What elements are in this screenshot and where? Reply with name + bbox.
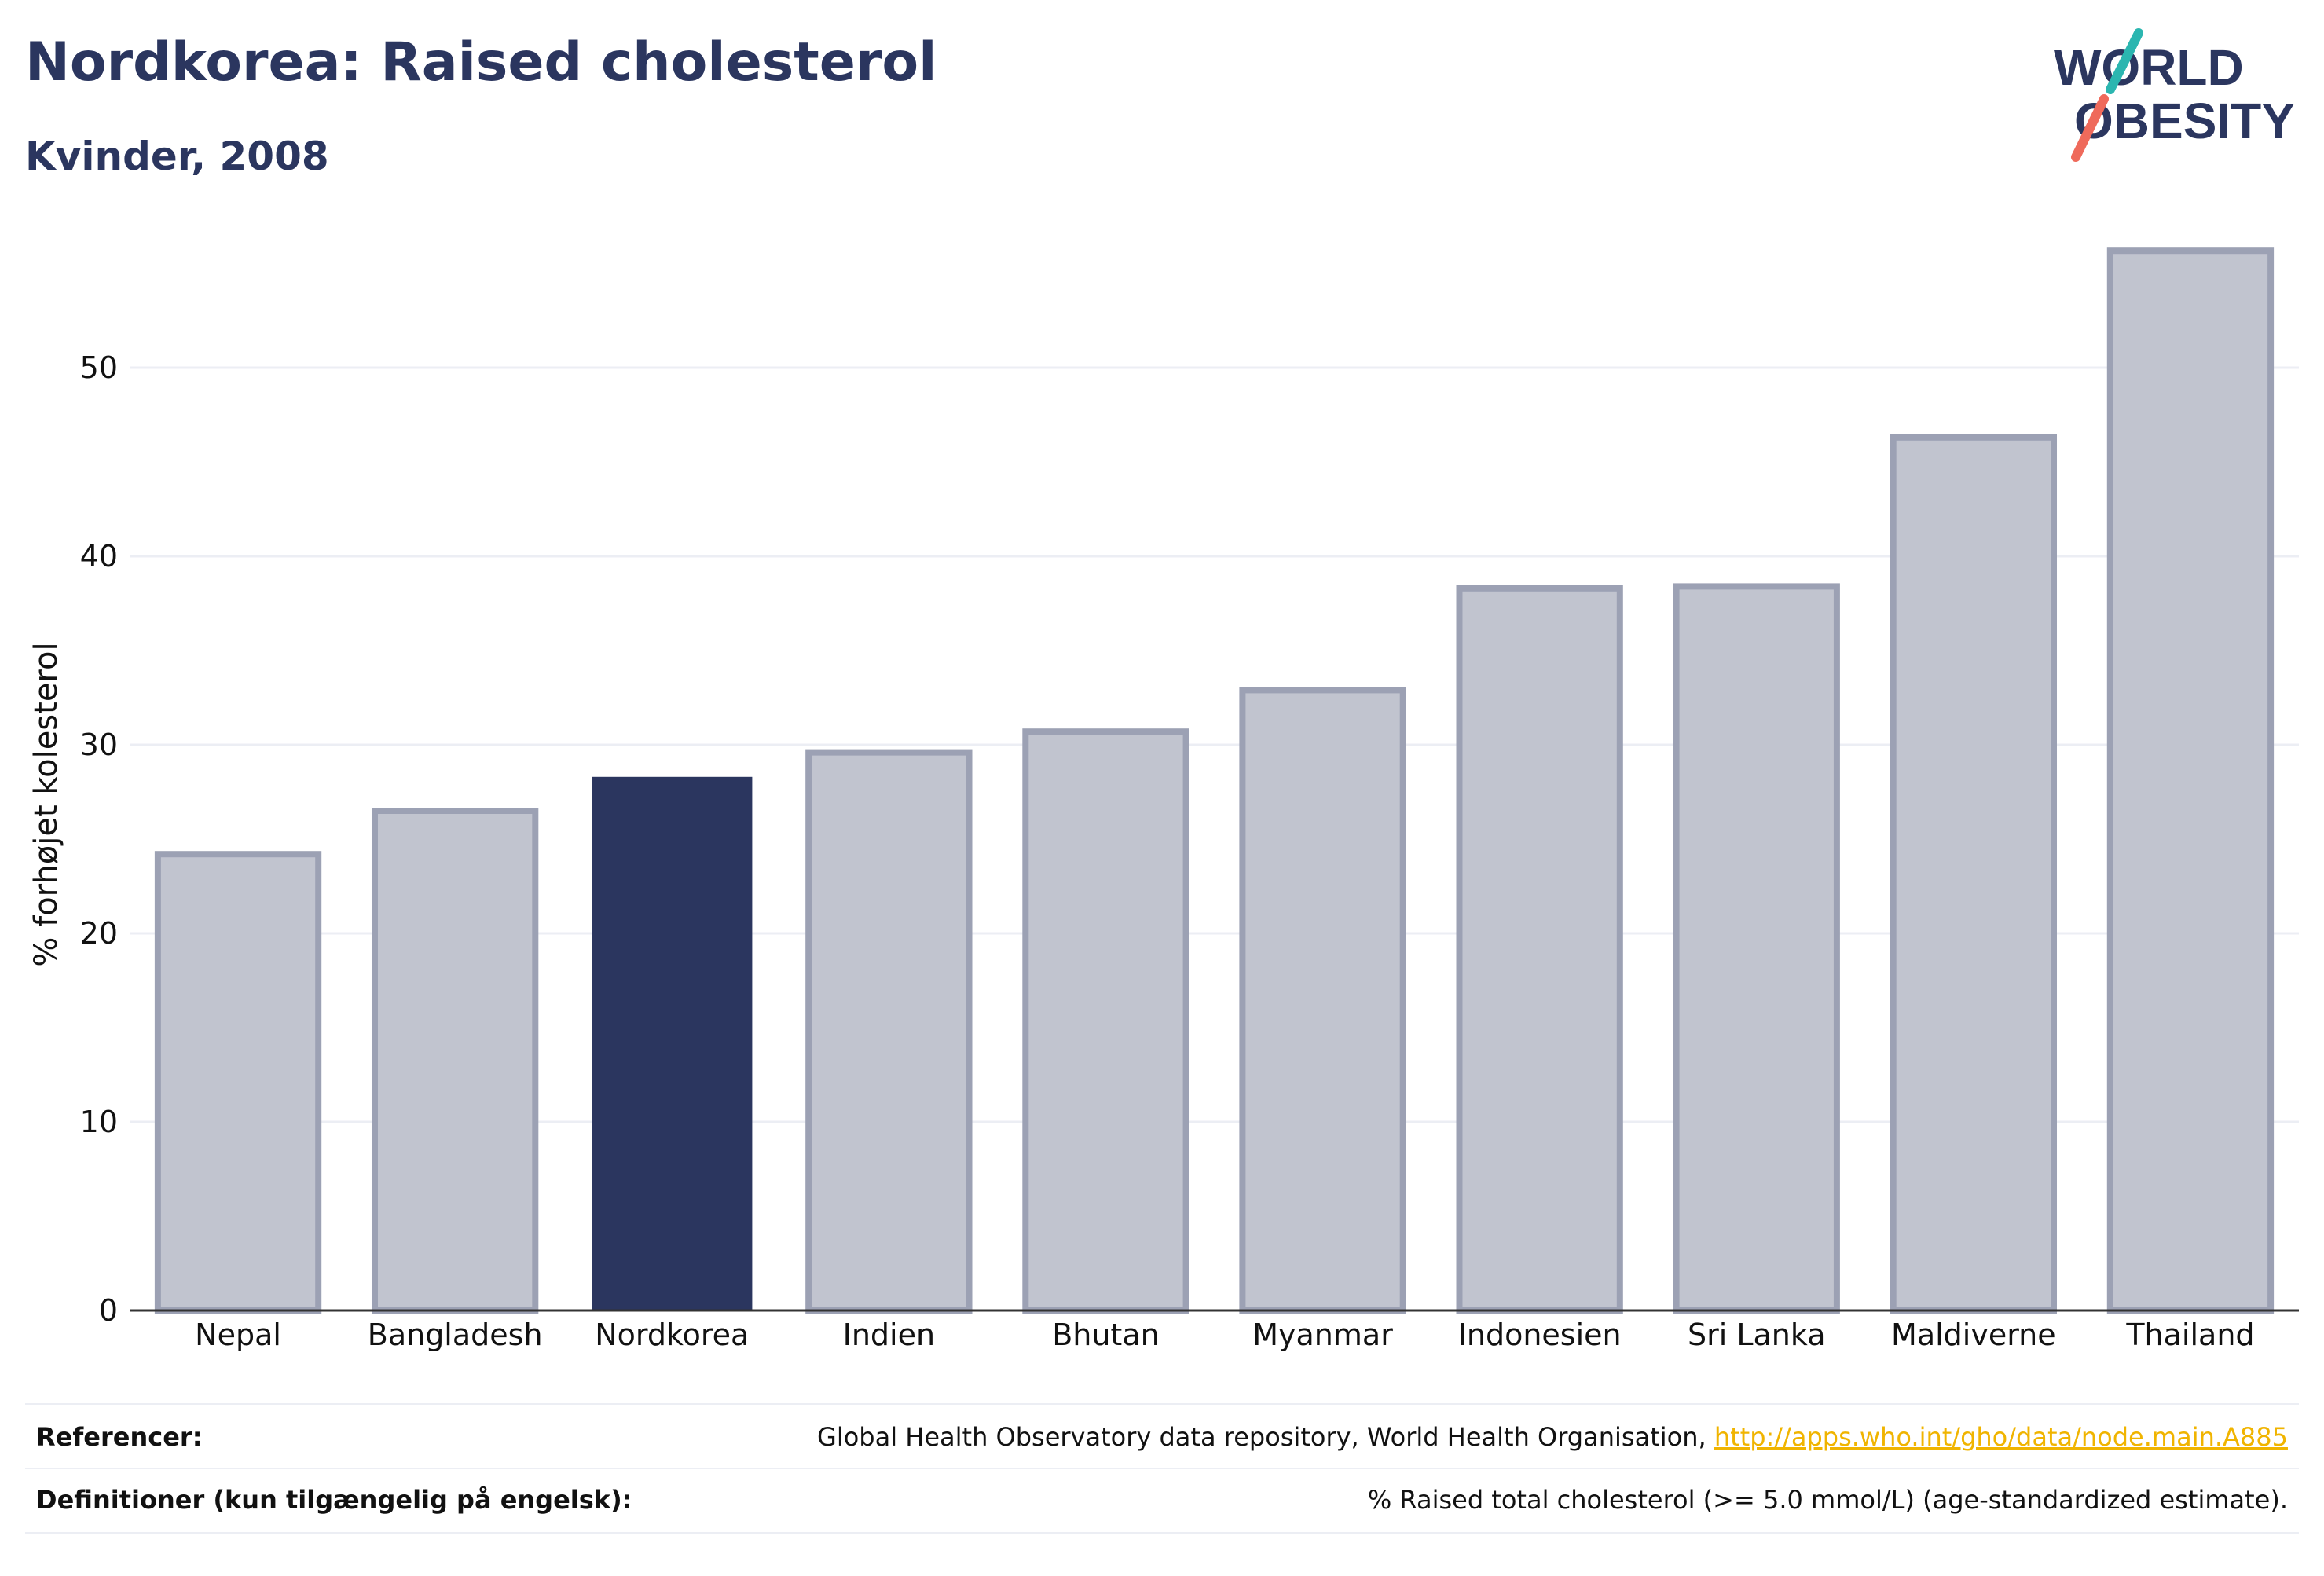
definitions-label: Definitioner (kun tilgængelig på engelsk… — [36, 1485, 632, 1515]
footer-divider-mid — [25, 1468, 2299, 1469]
logo-slash-teal — [2106, 28, 2143, 94]
bar-indien — [805, 749, 973, 1314]
bar-maldiverne — [1890, 434, 2058, 1314]
bar-bhutan — [1022, 728, 1189, 1314]
references-text: Global Health Observatory data repositor… — [817, 1422, 1714, 1452]
y-tick-label: 40 — [80, 539, 118, 574]
y-axis-title: % forhøjet kolesterol — [28, 642, 64, 966]
y-tick-label: 30 — [80, 728, 118, 762]
x-tick-label: Indien — [843, 1318, 935, 1352]
chart-title: Nordkorea: Raised cholesterol — [25, 31, 937, 93]
x-tick-label: Nepal — [195, 1318, 281, 1352]
y-tick-label: 0 — [99, 1293, 118, 1328]
bar-nordkorea — [592, 776, 753, 1310]
x-tick-label: Nordkorea — [595, 1318, 749, 1352]
x-tick-label: Sri Lanka — [1688, 1318, 1826, 1352]
bar-bangladesh — [371, 808, 539, 1314]
bar-thailand — [2106, 247, 2275, 1314]
footer-divider-top — [25, 1403, 2299, 1405]
x-tick-label: Maldiverne — [1891, 1318, 2056, 1352]
y-tick-label: 20 — [80, 916, 118, 951]
x-tick-label: Thailand — [2125, 1318, 2254, 1352]
logo-line2: OBESITY — [2074, 93, 2295, 149]
footer-definitions-row: Definitioner (kun tilgængelig på engelsk… — [25, 1469, 2299, 1530]
references-link[interactable]: http://apps.who.int/gho/data/node.main.A… — [1714, 1422, 2288, 1452]
world-obesity-logo: WORLD OBESITY — [2054, 28, 2295, 162]
references-value: Global Health Observatory data repositor… — [817, 1422, 2299, 1452]
footer-divider-bottom — [25, 1532, 2299, 1534]
x-tick-label: Bangladesh — [368, 1318, 543, 1352]
x-tick-label: Indonesien — [1458, 1318, 1622, 1352]
bar-myanmar — [1239, 687, 1406, 1314]
logo-slash-coral — [2071, 94, 2109, 162]
x-tick-label: Myanmar — [1252, 1318, 1393, 1352]
x-tick-label: Bhutan — [1052, 1318, 1160, 1352]
chart-subtitle: Kvinder, 2008 — [25, 134, 329, 179]
y-tick-label: 50 — [80, 350, 118, 385]
footer-references-row: Referencer: Global Health Observatory da… — [25, 1406, 2299, 1468]
y-tick-label: 10 — [80, 1105, 118, 1139]
bar-indonesien — [1456, 585, 1623, 1314]
bar-chart: 0 10 20 30 40 50 Nepal Bangladesh Nordkorea Indie… — [28, 247, 2299, 1352]
references-label: Referencer: — [36, 1422, 203, 1452]
definitions-value: % Raised total cholesterol (>= 5.0 mmol/… — [1367, 1485, 2288, 1515]
bar-nepal — [154, 851, 322, 1314]
bar-sri-lanka — [1673, 583, 1840, 1314]
logo-line1: WORLD — [2054, 39, 2244, 96]
